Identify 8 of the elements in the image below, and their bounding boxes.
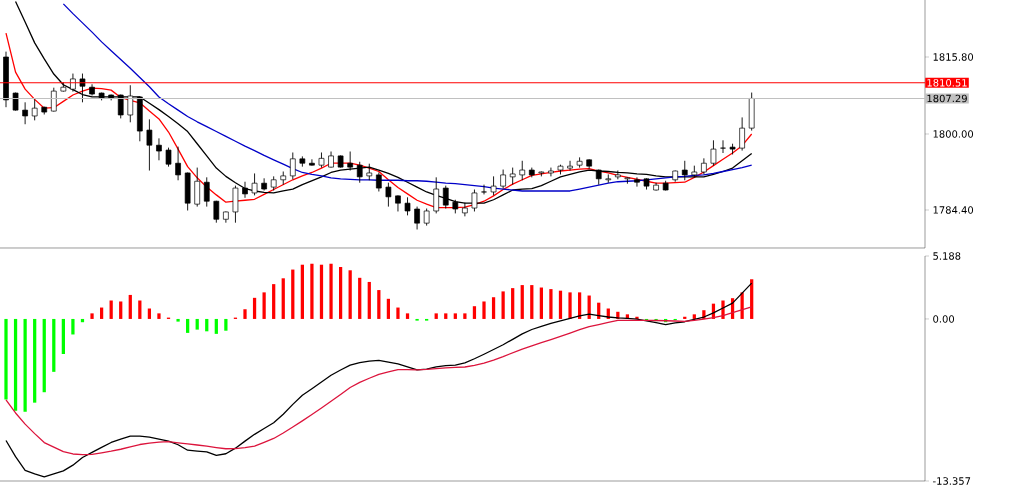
y-tick-label: 1815.80: [933, 53, 974, 61]
y-tick-label: 1800.00: [933, 130, 974, 138]
y-tick-label: -13.357: [933, 477, 971, 485]
y-tick-label: 1784.40: [933, 206, 974, 214]
y-tick-label: 0.00: [933, 315, 955, 323]
ref-line-label: 1810.51: [927, 78, 967, 87]
ref-line-label: 1807.29: [927, 94, 967, 103]
y-tick-label: 5.188: [933, 252, 961, 260]
